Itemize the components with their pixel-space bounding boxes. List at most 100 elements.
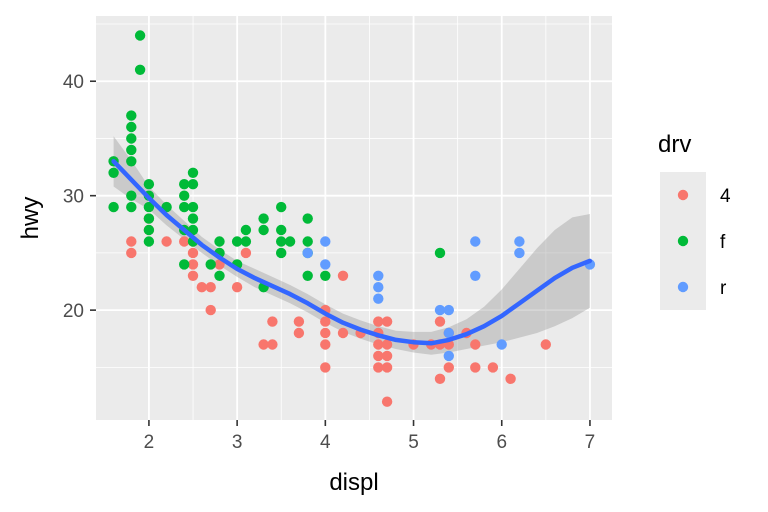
data-point-drv-f bbox=[143, 201, 155, 213]
data-point-drv-4 bbox=[434, 373, 446, 384]
data-point-drv-4 bbox=[205, 304, 216, 316]
data-point-drv-r bbox=[514, 247, 525, 259]
data-point-drv-f bbox=[214, 270, 225, 281]
data-point-drv-f bbox=[276, 224, 287, 236]
data-point-drv-f bbox=[205, 259, 216, 270]
data-point-drv-r bbox=[373, 282, 384, 293]
data-point-drv-r bbox=[320, 236, 331, 247]
data-point-drv-4 bbox=[434, 316, 446, 327]
data-point-drv-4 bbox=[320, 362, 331, 373]
data-point-drv-r bbox=[443, 350, 454, 362]
data-point-drv-f bbox=[179, 201, 190, 213]
data-point-drv-4 bbox=[205, 282, 216, 293]
data-point-drv-f bbox=[240, 224, 252, 236]
axes: 2 3 4 5 6 7 20 30 40 bbox=[63, 72, 595, 453]
data-point-drv-4 bbox=[373, 316, 384, 327]
data-point-drv-f bbox=[179, 179, 190, 190]
legend-key-r bbox=[677, 281, 689, 293]
data-point-drv-4 bbox=[373, 339, 384, 350]
data-point-drv-f bbox=[276, 236, 287, 247]
y-axis-title: hwy bbox=[17, 197, 44, 240]
data-point-drv-4 bbox=[267, 316, 278, 327]
data-point-drv-4 bbox=[240, 247, 252, 259]
data-point-drv-4 bbox=[267, 339, 278, 350]
data-point-drv-4 bbox=[126, 236, 137, 247]
data-point-drv-4 bbox=[373, 350, 384, 362]
data-point-drv-f bbox=[284, 236, 296, 247]
data-point-drv-4 bbox=[320, 339, 331, 350]
smooth-confidence-band bbox=[113, 136, 590, 355]
data-points bbox=[108, 30, 596, 407]
data-point-drv-4 bbox=[293, 316, 305, 327]
data-point-drv-f bbox=[214, 236, 225, 247]
data-point-drv-4 bbox=[161, 236, 172, 247]
data-point-drv-f bbox=[302, 270, 313, 281]
data-point-drv-4 bbox=[373, 362, 384, 373]
x-tick-label: 4 bbox=[320, 432, 331, 453]
legend-label-r: r bbox=[720, 278, 727, 299]
plot-panel bbox=[96, 16, 612, 420]
legend: drv 4 f r bbox=[658, 131, 731, 310]
data-point-drv-4 bbox=[337, 327, 349, 339]
data-point-drv-4 bbox=[470, 362, 481, 373]
data-point-drv-f bbox=[126, 190, 137, 201]
legend-label-4: 4 bbox=[720, 186, 731, 207]
data-point-drv-f bbox=[179, 190, 190, 201]
y-tick-label: 40 bbox=[63, 72, 84, 93]
legend-key-f bbox=[677, 235, 689, 247]
data-point-drv-4 bbox=[381, 396, 393, 407]
data-point-drv-f bbox=[302, 213, 313, 224]
data-point-drv-f bbox=[108, 201, 119, 213]
data-point-drv-4 bbox=[187, 270, 199, 281]
data-point-drv-r bbox=[302, 247, 313, 259]
data-point-drv-r bbox=[470, 270, 481, 281]
data-point-drv-4 bbox=[337, 270, 349, 281]
data-point-drv-r bbox=[496, 339, 507, 350]
data-point-drv-f bbox=[143, 213, 155, 224]
data-point-drv-f bbox=[187, 179, 199, 190]
data-point-drv-4 bbox=[187, 247, 199, 259]
data-point-drv-f bbox=[126, 156, 137, 167]
x-tick-label: 2 bbox=[144, 432, 155, 453]
data-point-drv-f bbox=[134, 64, 146, 76]
data-point-drv-f bbox=[187, 167, 199, 178]
data-point-drv-4 bbox=[381, 362, 393, 373]
data-point-drv-r bbox=[373, 293, 384, 304]
y-tick-label: 20 bbox=[63, 301, 84, 322]
data-point-drv-f bbox=[179, 259, 190, 270]
data-point-drv-4 bbox=[126, 247, 137, 259]
legend-title: drv bbox=[658, 131, 691, 158]
data-point-drv-4 bbox=[381, 350, 393, 362]
data-point-drv-r bbox=[443, 304, 454, 316]
data-point-drv-4 bbox=[487, 362, 499, 373]
data-point-drv-f bbox=[276, 247, 287, 259]
x-tick-label: 6 bbox=[496, 432, 507, 453]
data-point-drv-4 bbox=[505, 373, 516, 384]
data-point-drv-f bbox=[240, 236, 252, 247]
loess-smooth-line bbox=[111, 159, 593, 346]
legend-key-4 bbox=[677, 189, 689, 201]
data-point-drv-f bbox=[187, 213, 199, 224]
x-tick-label: 5 bbox=[408, 432, 419, 453]
data-point-drv-4 bbox=[258, 339, 269, 350]
data-point-drv-4 bbox=[443, 362, 454, 373]
data-point-drv-r bbox=[514, 236, 525, 247]
data-point-drv-f bbox=[126, 144, 137, 156]
data-point-drv-f bbox=[258, 224, 269, 236]
data-point-drv-4 bbox=[231, 282, 243, 293]
smooth-line bbox=[111, 159, 593, 346]
x-tick-label: 3 bbox=[232, 432, 243, 453]
data-point-drv-4 bbox=[293, 327, 305, 339]
data-point-drv-f bbox=[143, 236, 155, 247]
data-point-drv-4 bbox=[320, 316, 331, 327]
data-point-drv-f bbox=[276, 201, 287, 213]
data-point-drv-r bbox=[320, 259, 331, 270]
data-point-drv-f bbox=[126, 133, 137, 144]
data-point-drv-4 bbox=[187, 259, 199, 270]
data-point-drv-4 bbox=[179, 236, 190, 247]
data-point-drv-r bbox=[443, 327, 454, 339]
data-point-drv-4 bbox=[196, 282, 207, 293]
data-point-drv-r bbox=[470, 236, 481, 247]
data-point-drv-4 bbox=[470, 339, 481, 350]
